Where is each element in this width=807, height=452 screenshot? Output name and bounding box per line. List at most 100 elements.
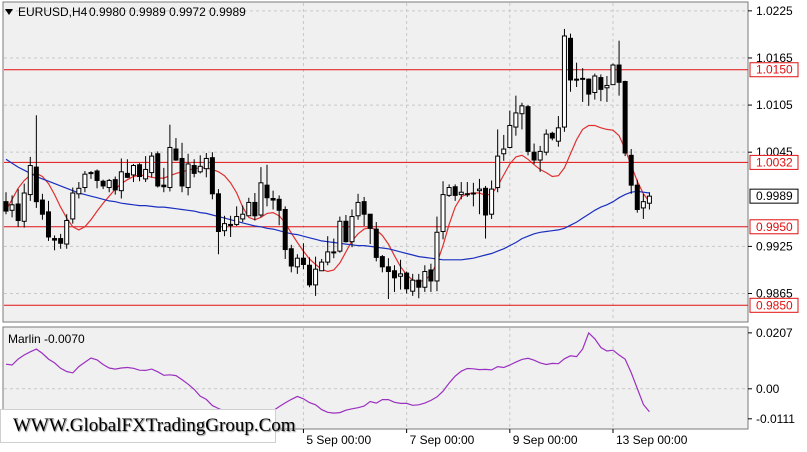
candle: [300, 243, 306, 270]
candle: [440, 181, 446, 240]
candle-body: [610, 64, 616, 86]
candle-body: [446, 187, 452, 196]
candle-body: [422, 271, 428, 288]
candle: [64, 214, 70, 249]
candle-body: [325, 251, 331, 263]
candle-body: [307, 264, 312, 286]
indicator-label: Marlin -0.0070: [8, 332, 85, 346]
candle-body: [464, 193, 470, 196]
candle: [592, 73, 598, 100]
indicator-axis: 0.0207 0.00 -0.0111: [748, 326, 795, 426]
candle-body: [416, 279, 422, 288]
ind-tick-label: 0.00: [756, 382, 780, 396]
candle: [531, 143, 537, 164]
candle-body: [561, 35, 567, 128]
x-tick-label: 13 Sep 00:00: [616, 433, 688, 447]
candle: [197, 155, 203, 174]
candle: [561, 28, 567, 132]
candle: [367, 213, 373, 245]
candle: [568, 33, 574, 92]
candle: [252, 193, 258, 221]
level-badge-label: 0.9950: [756, 220, 793, 234]
candle-body: [391, 270, 397, 279]
candle-body: [586, 78, 592, 95]
candle-body: [543, 133, 549, 153]
candle-body: [452, 186, 458, 196]
candle: [361, 196, 367, 226]
level-badge: [749, 154, 799, 170]
candle-body: [215, 193, 221, 232]
candle: [476, 178, 482, 215]
candle: [446, 184, 452, 197]
chart-menu-triangle-icon[interactable]: [5, 9, 13, 15]
ma_fast-line: [5, 124, 650, 283]
candle-body: [173, 148, 179, 161]
candle: [185, 153, 191, 196]
candle-body: [76, 187, 82, 195]
candle-body: [58, 238, 64, 244]
candle-body: [458, 191, 464, 196]
candle-body: [124, 172, 130, 178]
candle-body: [288, 248, 294, 267]
level-badge: [749, 297, 799, 313]
candle-body: [646, 195, 652, 204]
candle: [234, 206, 240, 226]
candle: [88, 171, 94, 179]
ohlc-label: 0.9980 0.9989 0.9972 0.9989: [89, 5, 246, 19]
candle: [191, 159, 197, 178]
candle-body: [574, 78, 580, 81]
candle-body: [470, 192, 476, 195]
candle: [15, 189, 21, 227]
x-tick-label: 7 Sep 00:00: [410, 433, 475, 447]
candle-body: [137, 164, 143, 178]
candle-body: [100, 180, 106, 187]
candle: [464, 182, 470, 197]
candle-body: [39, 199, 45, 215]
level-badge-label: 1.0032: [756, 155, 793, 169]
candle: [349, 209, 355, 248]
candle-body: [246, 201, 252, 217]
candle: [343, 215, 349, 243]
candle-body: [525, 106, 531, 152]
candlesticks[interactable]: [3, 28, 652, 300]
candle-body: [64, 219, 70, 245]
candle: [598, 74, 604, 102]
candle: [501, 134, 507, 161]
candle: [45, 200, 51, 241]
candle: [537, 145, 543, 172]
candle-body: [203, 157, 209, 170]
candle-body: [531, 151, 537, 161]
candle: [3, 192, 9, 215]
candle: [489, 180, 495, 219]
y-tick-label: 1.0225: [756, 4, 793, 18]
candle: [173, 138, 179, 161]
candle-body: [27, 165, 33, 196]
candle-body: [179, 157, 185, 187]
candle: [240, 205, 246, 223]
candle: [124, 159, 130, 179]
candle: [149, 152, 155, 178]
candle-body: [568, 37, 574, 81]
candle: [106, 178, 112, 193]
candle-body: [355, 201, 361, 217]
candle: [428, 263, 434, 292]
candle: [610, 63, 616, 86]
candle-body: [519, 105, 525, 115]
candle-body: [252, 201, 258, 217]
candle-body: [616, 64, 622, 83]
candle-body: [385, 266, 391, 273]
candle-body: [118, 171, 124, 192]
price-badges: 1.0150 1.0032 0.9950 0.9850 0.9989: [749, 62, 799, 313]
candle: [458, 182, 464, 200]
candle: [586, 78, 592, 106]
candle: [82, 171, 88, 193]
candle: [155, 151, 161, 188]
candle: [276, 195, 282, 226]
candle-body: [167, 146, 173, 189]
candle-body: [634, 184, 640, 211]
candle: [574, 62, 580, 88]
candle: [27, 156, 33, 201]
